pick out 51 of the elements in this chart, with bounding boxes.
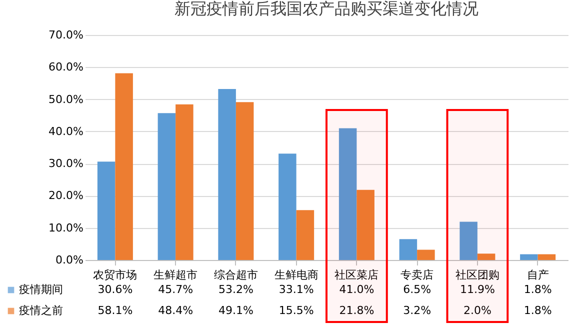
bar: [218, 89, 236, 260]
data-label: 33.1%: [278, 283, 314, 296]
x-tick-label: 农贸市场: [93, 268, 138, 282]
bar: [176, 104, 194, 260]
x-tick-label: 社区菜店: [334, 268, 379, 282]
data-label: 41.0%: [339, 283, 374, 296]
y-tick-label: 30.0%: [48, 157, 84, 170]
bar: [97, 162, 116, 260]
data-label: 2.0%: [463, 304, 492, 317]
bar: [158, 113, 176, 260]
bar: [115, 73, 133, 260]
y-tick-label: 20.0%: [48, 189, 84, 202]
x-tick-label: 综合超市: [214, 268, 258, 282]
legend-label: 疫情之前: [19, 304, 63, 317]
y-tick-label: 70.0%: [48, 28, 84, 42]
data-label: 11.9%: [460, 283, 495, 296]
chart-title: 新冠疫情前后我国农产品购买渠道变化情况: [174, 0, 478, 18]
legend-label: 疫情期间: [19, 283, 63, 296]
data-label: 58.1%: [98, 304, 133, 317]
x-tick-label: 自产: [526, 268, 549, 282]
data-label: 49.1%: [218, 304, 254, 317]
y-tick-label: 0.0%: [56, 254, 84, 266]
data-label: 45.7%: [158, 283, 194, 296]
data-label: 1.8%: [524, 283, 552, 296]
x-tick-label: 生鲜超市: [154, 268, 198, 282]
data-label: 1.8%: [524, 304, 552, 317]
data-label: 6.5%: [403, 283, 432, 296]
bar: [278, 154, 296, 260]
data-label: 53.2%: [218, 283, 254, 296]
data-label: 21.8%: [339, 304, 374, 317]
y-tick-label: 10.0%: [48, 221, 84, 234]
x-tick-label: 生鲜电商: [274, 268, 318, 282]
bar: [338, 128, 357, 260]
x-tick-label: 专卖店: [400, 268, 434, 282]
bar: [477, 254, 496, 260]
bar: [236, 102, 254, 260]
y-tick-label: 60.0%: [48, 60, 84, 74]
data-label: 15.5%: [278, 304, 314, 317]
y-tick-label: 50.0%: [48, 92, 84, 106]
bar: [460, 222, 478, 260]
data-label: 48.4%: [158, 304, 194, 317]
y-tick-label: 40.0%: [48, 124, 84, 138]
bar: [538, 254, 556, 260]
bar: [296, 210, 314, 260]
bar: [520, 254, 538, 260]
bar: [417, 250, 435, 260]
data-label: 3.2%: [403, 304, 432, 317]
data-label: 30.6%: [98, 283, 133, 296]
bar: [399, 239, 418, 260]
bar: [356, 190, 374, 260]
x-tick-label: 社区团购: [455, 268, 500, 282]
